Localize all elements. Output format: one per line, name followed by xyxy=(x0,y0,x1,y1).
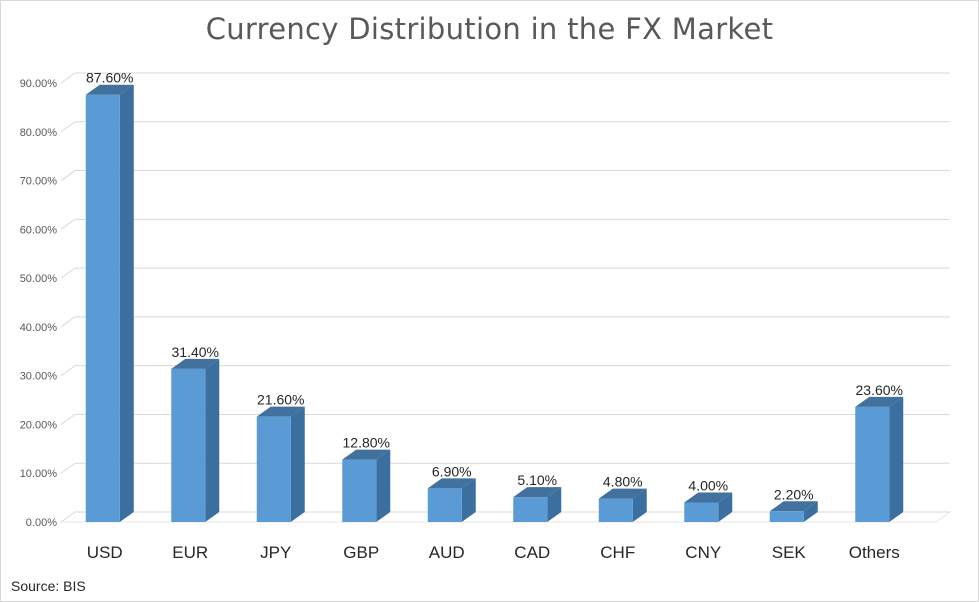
y-tick-label: 0.00% xyxy=(26,517,57,529)
data-label: 5.10% xyxy=(517,472,557,488)
data-label: 31.40% xyxy=(172,344,219,360)
bar-side xyxy=(205,358,220,522)
gridline xyxy=(60,316,950,328)
data-label: 21.60% xyxy=(257,392,304,408)
chart-title: Currency Distribution in the FX Market xyxy=(205,12,774,46)
bar xyxy=(85,94,120,522)
x-tick-label: CHF xyxy=(600,543,635,562)
y-tick-label: 50.00% xyxy=(20,273,58,285)
bar xyxy=(171,368,206,522)
gridline xyxy=(60,462,950,474)
bar xyxy=(598,498,633,522)
gridline xyxy=(60,365,950,377)
bar-side xyxy=(889,396,904,522)
x-tick-label: USD xyxy=(87,543,123,562)
bar-top xyxy=(513,487,562,498)
bar-top xyxy=(256,406,305,417)
y-tick-label: 40.00% xyxy=(20,322,58,334)
bar-side xyxy=(547,487,562,522)
x-tick-label: AUD xyxy=(429,543,465,562)
bar-side xyxy=(290,406,305,522)
x-tick-label: CAD xyxy=(514,543,550,562)
bar-top xyxy=(85,84,134,95)
bar xyxy=(769,511,804,522)
y-tick-label: 60.00% xyxy=(20,224,58,236)
bar xyxy=(427,488,462,522)
x-tick-label: Others xyxy=(849,543,900,562)
y-tick-label: 30.00% xyxy=(20,371,58,383)
data-label: 2.20% xyxy=(774,486,814,502)
bar-top xyxy=(171,358,220,369)
bar-top xyxy=(769,501,818,512)
bar-side xyxy=(376,449,391,522)
gridline xyxy=(60,218,950,230)
bar-side xyxy=(718,492,733,522)
gridline xyxy=(60,170,950,181)
bar-top xyxy=(855,396,904,407)
y-tick-label: 80.00% xyxy=(20,127,58,139)
bar-top xyxy=(684,492,733,503)
x-tick-label: GBP xyxy=(343,543,379,562)
gridline xyxy=(60,72,950,84)
bar-top xyxy=(598,488,647,499)
bar-side xyxy=(119,84,134,522)
x-tick-label: CNY xyxy=(685,543,721,562)
bar-top xyxy=(427,478,476,489)
data-label: 12.80% xyxy=(343,435,390,451)
bar-side xyxy=(803,501,818,522)
bar xyxy=(513,497,548,522)
bar xyxy=(855,406,890,522)
gridline xyxy=(60,511,950,523)
data-label: 87.60% xyxy=(86,70,133,86)
bar xyxy=(342,459,377,522)
gridline xyxy=(60,121,950,133)
bar-side xyxy=(461,478,476,522)
x-tick-label: SEK xyxy=(772,543,807,562)
bar xyxy=(684,502,719,522)
y-tick-label: 90.00% xyxy=(20,78,58,90)
data-label: 4.00% xyxy=(688,477,728,493)
gridline xyxy=(60,413,950,425)
data-label: 23.60% xyxy=(856,382,903,398)
y-tick-label: 10.00% xyxy=(20,468,58,480)
bar-side xyxy=(632,488,647,522)
x-tick-label: EUR xyxy=(172,543,208,562)
bar xyxy=(256,416,291,522)
y-tick-label: 70.00% xyxy=(20,176,58,188)
gridline xyxy=(60,267,950,279)
source-note: Source: BIS xyxy=(11,578,86,594)
y-tick-label: 20.00% xyxy=(20,419,58,431)
data-label: 6.90% xyxy=(432,463,472,479)
bar-top xyxy=(342,449,391,460)
x-tick-label: JPY xyxy=(260,543,291,562)
data-label: 4.80% xyxy=(603,474,643,490)
